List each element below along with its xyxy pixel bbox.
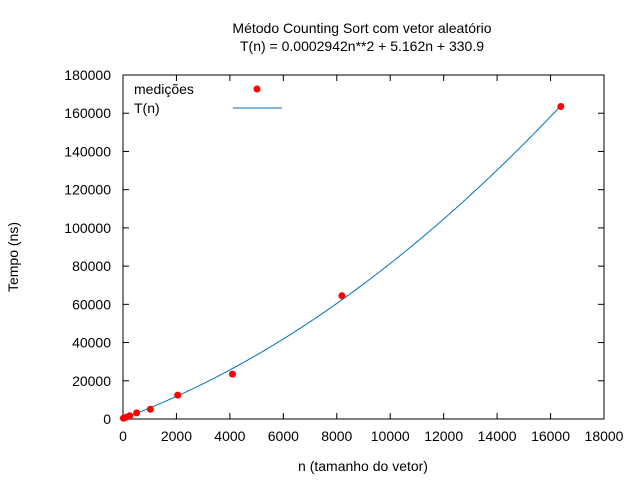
y-tick-label: 0 — [103, 411, 111, 427]
y-tick-label: 40000 — [72, 335, 111, 351]
x-tick-label: 0 — [119, 428, 127, 444]
x-axis-label: n (tamanho do vetor) — [298, 458, 428, 474]
chart-title: Método Counting Sort com vetor aleatório — [232, 20, 491, 36]
y-tick-label: 60000 — [72, 296, 111, 312]
data-points — [119, 103, 565, 422]
x-tick-label: 10000 — [371, 428, 410, 444]
x-tick-label: 8000 — [321, 428, 352, 444]
data-point — [174, 391, 182, 399]
legend-label-tn: T(n) — [134, 100, 160, 116]
plot-frame — [122, 74, 605, 420]
data-point — [126, 412, 134, 420]
data-point — [338, 292, 346, 300]
x-tick-label: 12000 — [424, 428, 463, 444]
data-point — [146, 405, 154, 413]
data-point — [228, 370, 236, 378]
y-tick-label: 80000 — [72, 258, 111, 274]
x-tick-label: 6000 — [268, 428, 299, 444]
y-tick-label: 100000 — [64, 220, 111, 236]
y-tick-label: 120000 — [64, 182, 111, 198]
x-tick-label: 4000 — [214, 428, 245, 444]
fit-curve — [122, 105, 562, 419]
y-tick-label: 140000 — [64, 143, 111, 159]
axis-ticks: 0 2000 4000 6000 8000 10000 12000 14000 16000 180… — [64, 67, 623, 444]
x-tick-label: 16000 — [531, 428, 570, 444]
legend-marker-medicoes — [253, 85, 261, 93]
x-tick-label: 14000 — [478, 428, 517, 444]
y-axis-label: Tempo (ns) — [5, 222, 21, 292]
legend-label-medicoes: medições — [134, 81, 194, 97]
x-tick-label: 2000 — [161, 428, 192, 444]
y-tick-label: 20000 — [72, 373, 111, 389]
legend: medições T(n) — [134, 81, 282, 116]
data-point — [557, 103, 565, 111]
y-tick-label: 160000 — [64, 105, 111, 121]
x-tick-label: 18000 — [585, 428, 624, 444]
y-tick-label: 180000 — [64, 67, 111, 83]
chart-formula: T(n) = 0.0002942n**2 + 5.162n + 330.9 — [240, 38, 484, 54]
data-point — [133, 409, 141, 417]
